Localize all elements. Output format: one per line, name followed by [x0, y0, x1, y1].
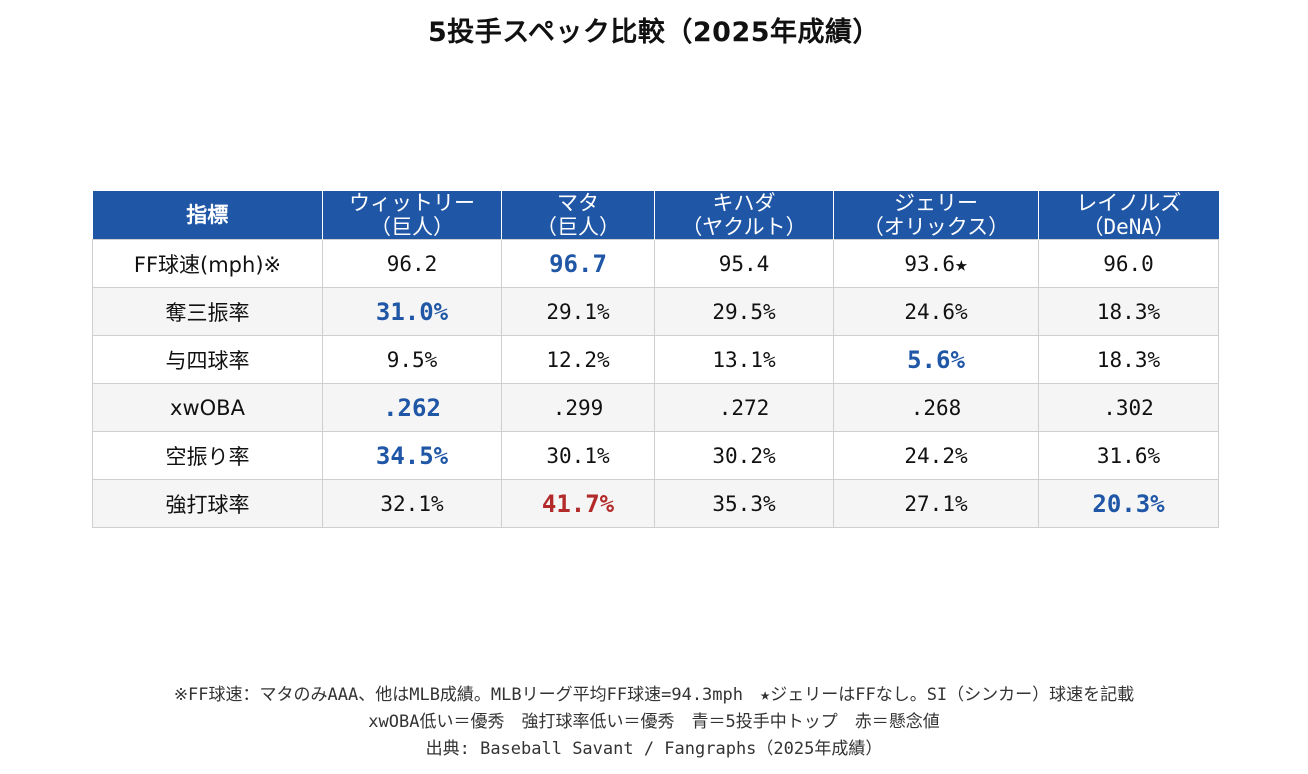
value-cell: 96.7: [501, 239, 655, 288]
value-cell: 34.5%: [322, 431, 502, 480]
footnote-line-2: xwOBA低い＝優秀 強打球率低い＝優秀 青＝5投手中トップ 赤＝懸念値: [368, 712, 940, 732]
footnotes: ※FF球速：マタのみAAA、他はMLB成績。MLBリーグ平均FF球速=94.3m…: [0, 682, 1308, 763]
pitcher-name: ウィットリー: [349, 191, 475, 215]
value-cell: 93.6★: [833, 239, 1039, 288]
value-cell: 13.1%: [654, 335, 834, 384]
pitcher-team: （ヤクルト）: [681, 215, 807, 239]
pitcher-name: キハダ: [712, 191, 776, 215]
pitcher-name: マタ: [557, 191, 599, 215]
table-row: 奪三振率 31.0% 29.1% 29.5% 24.6% 18.3%: [92, 287, 1219, 336]
value-cell: 18.3%: [1038, 335, 1219, 384]
source-note: 出典: Baseball Savant / Fangraphs（2025年成績）: [425, 739, 883, 759]
value-cell: 24.2%: [833, 431, 1039, 480]
value-cell: 29.5%: [654, 287, 834, 336]
value-cell: 5.6%: [833, 335, 1039, 384]
metric-label: xwOBA: [92, 383, 323, 432]
value-cell: 12.2%: [501, 335, 655, 384]
value-cell: .262: [322, 383, 502, 432]
value-cell: 32.1%: [322, 479, 502, 528]
table-row: FF球速(mph)※ 96.2 96.7 95.4 93.6★ 96.0: [92, 239, 1219, 288]
value-cell: .268: [833, 383, 1039, 432]
metric-label: 与四球率: [92, 335, 323, 384]
header-pitcher-1: ウィットリー （巨人）: [322, 191, 502, 240]
value-cell: 29.1%: [501, 287, 655, 336]
table-row: 強打球率 32.1% 41.7% 35.3% 27.1% 20.3%: [92, 479, 1219, 528]
table-row: 空振り率 34.5% 30.1% 30.2% 24.2% 31.6%: [92, 431, 1219, 480]
pitcher-name: ジェリー: [894, 191, 978, 215]
pitcher-name: レイノルズ: [1076, 191, 1182, 215]
value-cell: 30.1%: [501, 431, 655, 480]
value-cell: 30.2%: [654, 431, 834, 480]
metric-label: 強打球率: [92, 479, 323, 528]
value-cell: 31.0%: [322, 287, 502, 336]
value-cell: 35.3%: [654, 479, 834, 528]
value-cell: 27.1%: [833, 479, 1039, 528]
value-cell: .299: [501, 383, 655, 432]
value-cell: 96.2: [322, 239, 502, 288]
table-body: FF球速(mph)※ 96.2 96.7 95.4 93.6★ 96.0 奪三振率 31.0%…: [92, 239, 1219, 528]
header-metric: 指標: [92, 191, 323, 240]
table-header-row: 指標 ウィットリー （巨人） マタ （巨人） キハダ （ヤクルト） ジェリー （…: [92, 191, 1219, 240]
value-cell: 41.7%: [501, 479, 655, 528]
pitcher-team: （DeNA）: [1082, 215, 1176, 239]
value-cell: 9.5%: [322, 335, 502, 384]
pitcher-team: （オリックス）: [862, 215, 1010, 239]
value-cell: 18.3%: [1038, 287, 1219, 336]
value-cell: 20.3%: [1038, 479, 1219, 528]
footnote-line-1: ※FF球速：マタのみAAA、他はMLB成績。MLBリーグ平均FF球速=94.3m…: [173, 685, 1135, 705]
pitcher-team: （巨人）: [370, 215, 454, 239]
value-cell: .272: [654, 383, 834, 432]
value-cell: .302: [1038, 383, 1219, 432]
table-row: 与四球率 9.5% 12.2% 13.1% 5.6% 18.3%: [92, 335, 1219, 384]
pitcher-team: （巨人）: [536, 215, 620, 239]
header-pitcher-2: マタ （巨人）: [501, 191, 655, 240]
value-cell: 95.4: [654, 239, 834, 288]
metric-label: FF球速(mph)※: [92, 239, 323, 288]
value-cell: 96.0: [1038, 239, 1219, 288]
header-pitcher-3: キハダ （ヤクルト）: [654, 191, 834, 240]
metric-label: 奪三振率: [92, 287, 323, 336]
chart-title: 5投手スペック比較（2025年成績）: [427, 17, 881, 48]
table-row: xwOBA .262.299.272.268.302: [92, 383, 1219, 432]
metric-label: 空振り率: [92, 431, 323, 480]
value-cell: 24.6%: [833, 287, 1039, 336]
header-pitcher-4: ジェリー （オリックス）: [833, 191, 1039, 240]
spec-comparison-table: 指標 ウィットリー （巨人） マタ （巨人） キハダ （ヤクルト） ジェリー （…: [92, 191, 1219, 528]
value-cell: 31.6%: [1038, 431, 1219, 480]
header-pitcher-5: レイノルズ （DeNA）: [1038, 191, 1219, 240]
